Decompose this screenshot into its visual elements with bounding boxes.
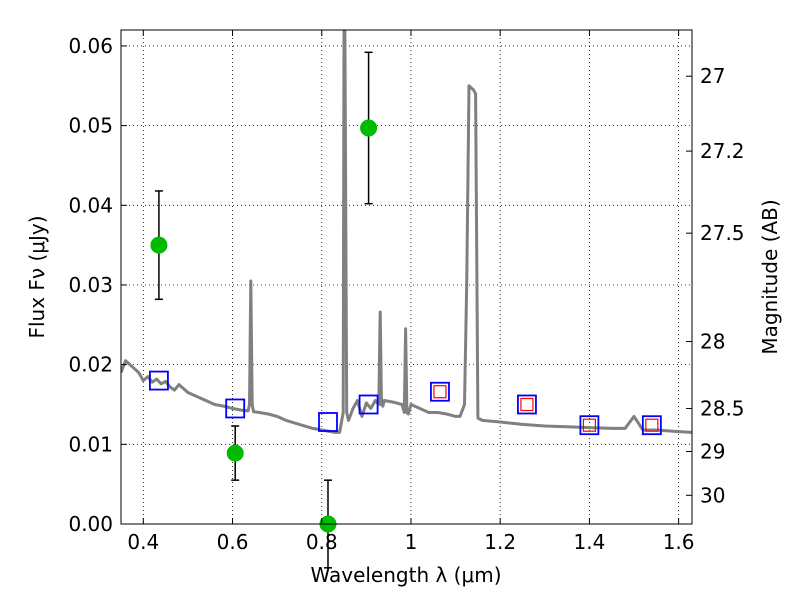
model-photometry-inner-square [520, 397, 534, 412]
right-tick-label: 29 [700, 439, 725, 463]
model-photometry-square [149, 370, 169, 391]
y-axis-label: Flux Fν (μJy) [25, 215, 49, 338]
photometry-layer [149, 51, 662, 569]
x-tick-label: 0.6 [217, 530, 249, 554]
x-tick-label: 0.8 [306, 530, 338, 554]
model-photometry-square [579, 415, 600, 436]
right-tick-label: 27.2 [700, 139, 745, 163]
model-photometry-square [517, 394, 537, 415]
y-tick-label: 0.00 [68, 512, 113, 536]
right-tick-label: 28.5 [700, 396, 745, 420]
model-photometry-square [318, 412, 338, 432]
right-tick-label: 30 [700, 483, 725, 507]
y-tick-label: 0.01 [68, 432, 113, 456]
y-tick-label: 0.02 [68, 353, 113, 377]
x-tick-label: 1.4 [573, 530, 605, 554]
observed-photometry-point [226, 444, 244, 462]
x-tick-label: 1.6 [663, 530, 695, 554]
x-tick-label: 0.4 [127, 530, 159, 554]
axis-ticks: 0.4 0.6 0.8 1 1.2 1.4 1.6 0.00 0.01 0.02 0.03 0.04 0… [68, 30, 745, 554]
model-photometry-square [225, 398, 246, 419]
right-tick-label: 28 [700, 330, 725, 354]
right-axis-label: Magnitude (AB) [758, 199, 782, 354]
x-axis-label: Wavelength λ (μm) [310, 563, 501, 587]
model-photometry-inner-square [645, 418, 659, 432]
model-photometry-inner-square [582, 418, 596, 432]
sed-model-curve [121, 30, 692, 434]
model-photometry-inner-square [433, 385, 447, 399]
y-tick-label: 0.05 [68, 114, 113, 138]
observed-photometry-point [150, 236, 168, 254]
model-photometry-square [641, 415, 662, 436]
right-tick-label: 27.5 [700, 221, 745, 245]
right-tick-label: 27 [700, 64, 725, 88]
model-photometry-square [430, 381, 450, 402]
x-tick-label: 1 [405, 530, 418, 554]
observed-photometry-point [360, 119, 378, 137]
y-tick-label: 0.03 [68, 273, 113, 297]
sed-model-layer [121, 30, 692, 434]
grid-lines [121, 30, 692, 525]
x-tick-label: 1.2 [484, 530, 516, 554]
y-tick-label: 0.04 [68, 193, 113, 217]
y-tick-label: 0.06 [68, 34, 113, 58]
plot-frame [120, 29, 693, 525]
model-photometry-square [358, 394, 379, 415]
